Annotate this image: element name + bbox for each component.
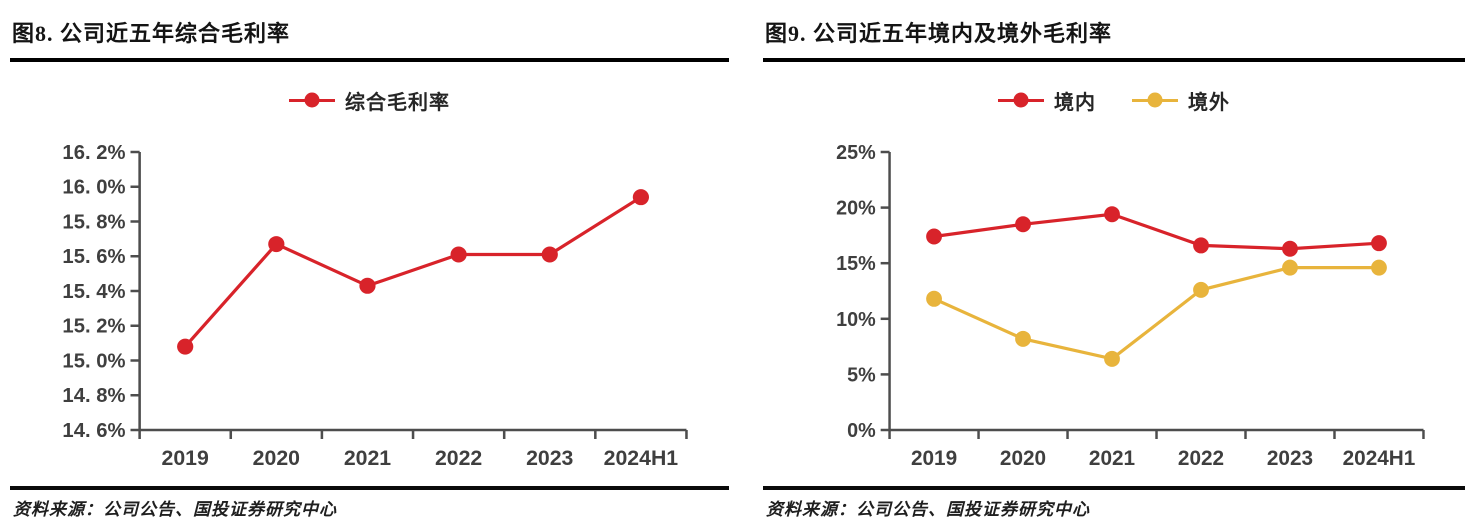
y-tick-label: 15% bbox=[836, 253, 876, 275]
series-line bbox=[933, 266, 1379, 361]
legend-dot-marker bbox=[1013, 92, 1029, 108]
legend-label: 综合毛利率 bbox=[345, 91, 450, 114]
y-tick-label: 15. 2% bbox=[62, 316, 125, 338]
x-tick-label: 2021 bbox=[344, 447, 392, 470]
data-point bbox=[926, 228, 942, 245]
data-point bbox=[1193, 281, 1209, 298]
y-tick-label: 14. 8% bbox=[62, 385, 125, 407]
legend-dot-marker bbox=[304, 92, 320, 108]
legend-item: 综合毛利率 bbox=[289, 86, 450, 115]
data-point bbox=[1015, 216, 1031, 233]
x-tick-label: 2019 bbox=[911, 447, 957, 470]
data-point bbox=[1104, 350, 1120, 367]
x-tick-label: 2024H1 bbox=[1343, 447, 1416, 470]
x-tick-label: 2023 bbox=[526, 447, 573, 470]
x-tick-label: 2022 bbox=[435, 447, 482, 470]
x-tick-label: 2022 bbox=[1178, 447, 1224, 470]
data-point bbox=[1371, 235, 1387, 252]
legend-line-marker bbox=[289, 92, 335, 108]
data-point bbox=[450, 246, 467, 263]
series-line bbox=[933, 212, 1380, 251]
source-note: 资料来源：公司公告、国投证券研究中心 bbox=[10, 486, 729, 520]
y-tick-label: 15. 6% bbox=[62, 246, 125, 268]
data-point bbox=[1282, 259, 1298, 276]
data-point bbox=[1371, 259, 1387, 276]
x-tick-label: 2023 bbox=[1267, 447, 1313, 470]
x-tick-label: 2020 bbox=[253, 447, 300, 470]
data-point bbox=[177, 338, 194, 355]
chart-title: 图9. 公司近五年境内及境外毛利率 bbox=[763, 10, 1465, 62]
y-tick-label: 25% bbox=[836, 142, 876, 164]
chart-title: 图8. 公司近五年综合毛利率 bbox=[10, 10, 729, 62]
legend: 境内 境外 bbox=[763, 86, 1465, 115]
legend-label: 境外 bbox=[1188, 91, 1230, 114]
data-point bbox=[268, 236, 285, 253]
x-tick-label: 2019 bbox=[162, 447, 209, 470]
y-tick-label: 15. 8% bbox=[62, 212, 125, 234]
data-point bbox=[1193, 237, 1209, 254]
y-tick-label: 15. 4% bbox=[62, 281, 125, 303]
y-tick-label: 14. 6% bbox=[62, 420, 125, 442]
data-point bbox=[632, 189, 649, 206]
source-note: 资料来源：公司公告、国投证券研究中心 bbox=[763, 486, 1465, 520]
data-point bbox=[1104, 206, 1120, 223]
legend-line-marker bbox=[998, 92, 1044, 108]
y-tick-label: 0% bbox=[847, 420, 876, 442]
y-tick-label: 16. 2% bbox=[62, 142, 125, 164]
overall-gross-margin-line-chart: 14. 6% 14. 8% 15. 0% 15. 2% 15. 4% 15. 6% 15. … bbox=[62, 142, 688, 470]
x-tick-label: 2021 bbox=[1089, 447, 1136, 470]
data-point bbox=[1015, 330, 1031, 347]
data-point bbox=[541, 246, 558, 263]
legend: 综合毛利率 bbox=[10, 86, 729, 115]
x-tick-label: 2024H1 bbox=[604, 447, 679, 470]
y-tick-label: 20% bbox=[836, 198, 876, 220]
domestic-overseas-gross-margin-line-chart: 0% 5% 10% 15% 20% 25% 2019 2020 2021 2022 2023 2024… bbox=[836, 142, 1425, 470]
series-line bbox=[183, 195, 642, 348]
chart-panel-domestic-overseas-margin: 图9. 公司近五年境内及境外毛利率 境内 境外 0% 5% 10% 15% 20% 25% 2… bbox=[737, 0, 1473, 528]
legend-label: 境内 bbox=[1054, 91, 1096, 114]
x-tick-label: 2020 bbox=[1000, 447, 1046, 470]
y-tick-label: 16. 0% bbox=[62, 177, 125, 199]
chart-panel-overall-margin: 图8. 公司近五年综合毛利率 综合毛利率 14. 6% 14. 8% 15. 0% 1… bbox=[10, 10, 729, 520]
legend-line-marker bbox=[1132, 92, 1178, 108]
legend-item: 境外 bbox=[1132, 86, 1230, 115]
y-tick-label: 15. 0% bbox=[62, 351, 125, 373]
y-tick-label: 5% bbox=[847, 364, 876, 386]
data-point bbox=[1282, 240, 1298, 257]
data-point bbox=[926, 290, 942, 307]
data-point bbox=[359, 277, 376, 294]
legend-item: 境内 bbox=[998, 86, 1096, 115]
legend-dot-marker bbox=[1147, 92, 1163, 108]
y-tick-label: 10% bbox=[836, 309, 876, 331]
